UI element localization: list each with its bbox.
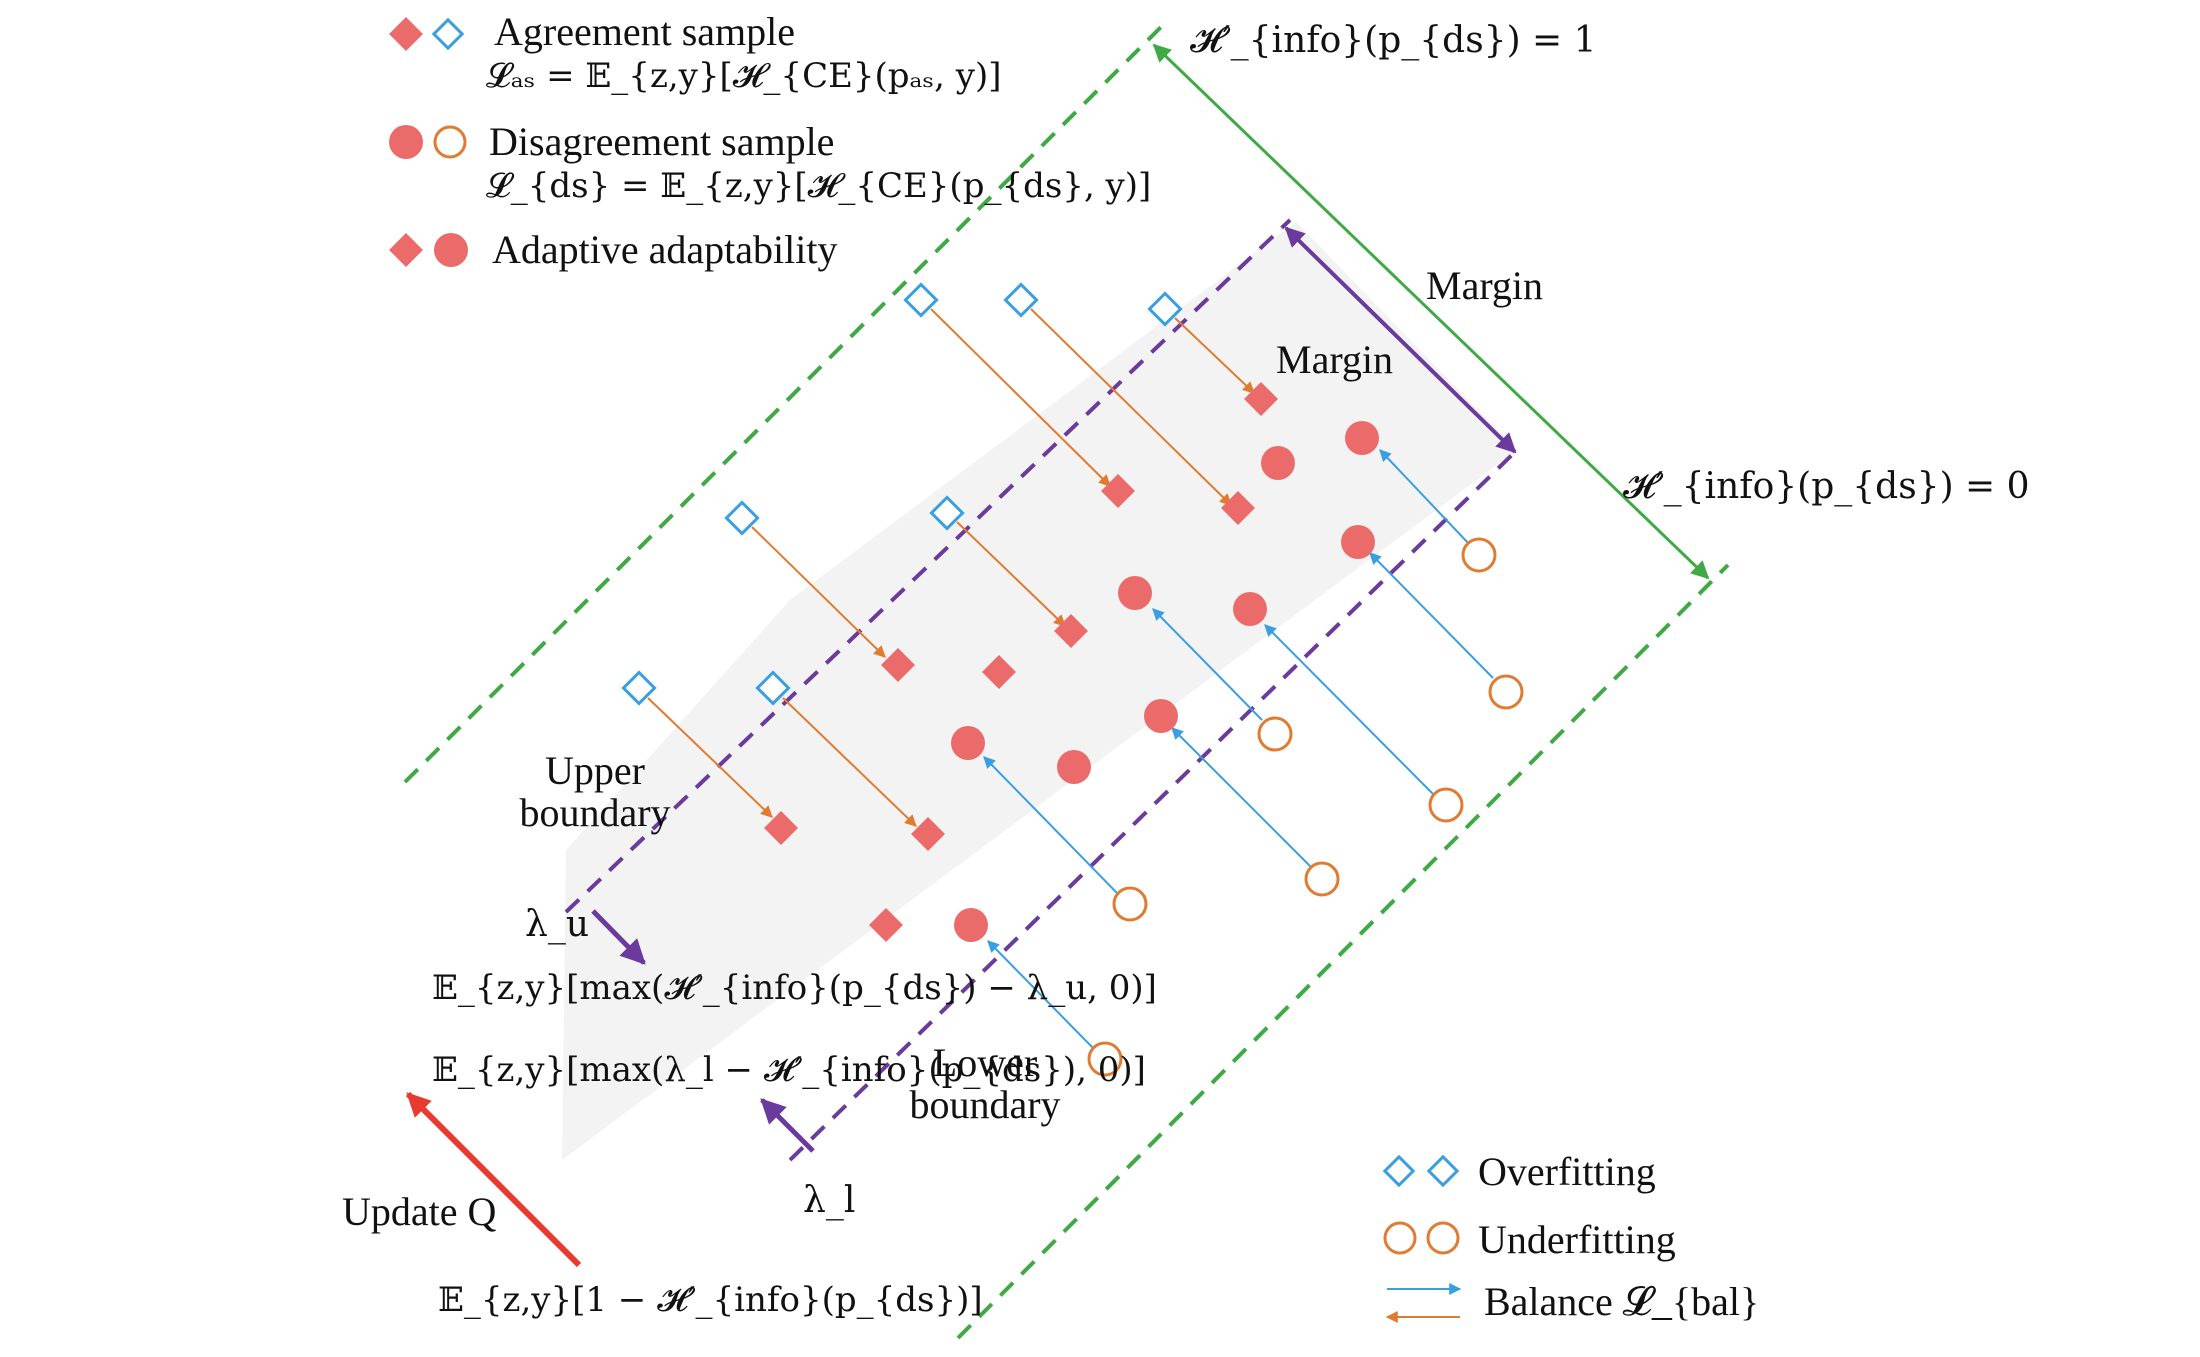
loss-upper-formula: 𝔼_{z,y}[max(𝓗′_{info}(p_{ds}) − λ_u, 0)]	[432, 968, 1157, 1008]
lambda-l-label: λ_l	[803, 1180, 856, 1221]
loss-lower-formula: 𝔼_{z,y}[max(λ_l − 𝓗′_{info}(p_{ds}), 0)]	[432, 1050, 1146, 1090]
legend-agree-filled-diamond	[389, 17, 423, 51]
underfit-arrow	[1369, 552, 1494, 679]
underfit-arrow	[1152, 608, 1263, 721]
agreement-markers	[764, 382, 1278, 942]
legend-balance-label: Balance 𝓛_{bal}	[1484, 1279, 1760, 1324]
overfit-diamond	[1147, 291, 1183, 327]
legend-underfit-circle-1	[1383, 1221, 1417, 1255]
legend-agreement-title: Agreement sample	[494, 9, 795, 54]
disagreement-circle	[1118, 576, 1152, 610]
lambda-l-tick	[760, 1098, 815, 1153]
legend-underfitting-label: Underfitting	[1478, 1217, 1676, 1262]
agreement-diamond	[1054, 614, 1088, 648]
outer-boundary-lower	[956, 563, 1730, 1340]
agreement-diamond	[764, 811, 798, 845]
underfit-arrows	[983, 449, 1494, 1049]
disagreement-circle	[1144, 699, 1178, 733]
legend-agreement-formula: 𝓛ₐₛ = 𝔼_{z,y}[𝓗_{CE}(pₐₛ, y)]	[486, 56, 1002, 96]
overfit-arrow	[782, 697, 917, 827]
disagreement-circle	[1261, 446, 1295, 480]
underfit-circle	[1428, 787, 1464, 823]
lower-boundary-line1: Lower	[932, 1040, 1038, 1085]
legend-adaptive-circle	[434, 233, 468, 267]
overfit-markers	[621, 282, 1183, 706]
agreement-diamond	[982, 655, 1016, 689]
overfit-diamond	[903, 282, 939, 318]
lower-boundary-line2: boundary	[909, 1082, 1061, 1127]
inner-margin-arrow	[1284, 226, 1517, 454]
disagreement-markers	[951, 421, 1379, 942]
underfit-arrow	[1264, 624, 1438, 799]
disagreement-circle	[1057, 750, 1091, 784]
legend-disagree-hollow-circle	[433, 125, 467, 159]
overfit-arrow	[647, 697, 773, 818]
legend-overfitting-label: Overfitting	[1478, 1149, 1656, 1194]
underfit-circle	[1304, 861, 1340, 897]
overfit-arrow	[1174, 317, 1255, 394]
underfit-arrow	[983, 756, 1119, 895]
legend-overfit-diamond-1	[1382, 1154, 1416, 1188]
underfit-arrow	[1171, 727, 1312, 868]
underfit-circle	[1087, 1041, 1123, 1077]
lower-boundary-label: Lower boundary	[890, 1042, 1080, 1126]
disagreement-circle	[954, 908, 988, 942]
agreement-diamond	[869, 908, 903, 942]
agreement-diamond	[911, 817, 945, 851]
loss-q-formula: 𝔼_{z,y}[1 − 𝓗′_{info}(p_{ds})]	[438, 1280, 983, 1320]
legend-adaptive-title: Adaptive adaptability	[492, 227, 838, 272]
margin-outer-label: Margin	[1426, 263, 1544, 308]
overfit-diamond	[1003, 282, 1039, 318]
legend-bottom-markers	[1382, 1154, 1462, 1323]
h-info-0-label: 𝓗′_{info}(p_{ds}) = 0	[1623, 466, 2030, 507]
overfit-diamond	[621, 670, 657, 706]
legend-overfit-diamond-2	[1426, 1154, 1460, 1188]
disagreement-circle	[951, 726, 985, 760]
update-q-arrow	[405, 1091, 582, 1268]
underfit-circle	[1112, 886, 1148, 922]
agreement-diamond	[881, 648, 915, 682]
legend-agree-hollow-diamond	[431, 17, 465, 51]
underfit-circle	[1257, 716, 1293, 752]
overfit-arrow	[956, 521, 1066, 627]
legend-underfit-circle-2	[1426, 1221, 1460, 1255]
underfit-arrow	[987, 940, 1094, 1049]
h-info-1-label: 𝓗′_{info}(p_{ds}) = 1	[1190, 20, 1597, 61]
overfit-arrow	[930, 308, 1111, 487]
disagreement-circle	[1345, 421, 1379, 455]
underfit-circle	[1461, 537, 1497, 573]
disagreement-circle	[1341, 525, 1375, 559]
legend-disagreement-formula: 𝓛_{ds} = 𝔼_{z,y}[𝓗_{CE}(p_{ds}, y)]	[486, 166, 1152, 206]
disagreement-circle	[1233, 592, 1267, 626]
overfit-arrow	[1030, 308, 1232, 506]
overfit-diamond	[724, 500, 760, 536]
inner-boundary-upper	[564, 218, 1292, 914]
overfit-diamond	[755, 670, 791, 706]
legend-top-markers	[389, 17, 468, 267]
legend-disagree-filled-circle	[389, 125, 423, 159]
overfit-arrows	[647, 308, 1255, 827]
margin-inner-label: Margin	[1276, 337, 1394, 382]
overfit-diamond	[929, 495, 965, 531]
upper-boundary-line1: Upper	[545, 748, 645, 793]
legend-adaptive-diamond	[389, 233, 423, 267]
lambda-u-label: λ_u	[525, 904, 590, 945]
overfit-arrow	[751, 526, 886, 658]
update-q-label: Update Q	[342, 1189, 497, 1234]
agreement-diamond	[1221, 491, 1255, 525]
underfit-markers	[1087, 537, 1524, 1077]
underfit-circle	[1488, 674, 1524, 710]
agreement-diamond	[1244, 382, 1278, 416]
lambda-u-tick	[591, 909, 646, 965]
upper-boundary-line2: boundary	[519, 790, 671, 835]
underfit-arrow	[1379, 449, 1471, 546]
upper-boundary-label: Upper boundary	[500, 750, 690, 834]
agreement-diamond	[1101, 474, 1135, 508]
legend-disagreement-title: Disagreement sample	[489, 119, 835, 164]
